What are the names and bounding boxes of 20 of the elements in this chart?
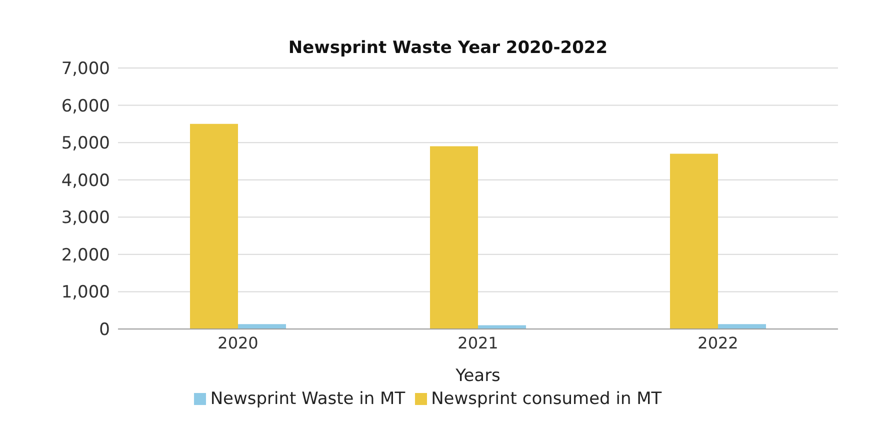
y-tick-label: 3,000 <box>61 208 110 228</box>
x-axis-title: Years <box>454 366 501 386</box>
bar <box>430 146 478 329</box>
x-tick-label: 2022 <box>698 333 738 352</box>
y-tick-label: 1,000 <box>61 282 110 303</box>
bar <box>670 154 718 329</box>
legend-label: Newsprint consumed in MT <box>431 389 662 409</box>
bar <box>190 124 238 329</box>
legend-label: Newsprint Waste in MT <box>210 389 406 409</box>
bar <box>718 324 766 329</box>
y-tick-label: 2,000 <box>61 245 110 266</box>
x-tick-label: 2021 <box>458 333 498 352</box>
y-tick-label: 0 <box>99 320 110 340</box>
y-tick-label: 6,000 <box>61 96 110 116</box>
y-tick-label: 7,000 <box>61 59 110 80</box>
chart-title: Newsprint Waste Year 2020-2022 <box>288 38 608 58</box>
x-tick-label: 2020 <box>218 333 258 352</box>
bar <box>238 324 286 329</box>
y-tick-label: 5,000 <box>61 134 110 154</box>
y-tick-label: 4,000 <box>61 170 110 191</box>
